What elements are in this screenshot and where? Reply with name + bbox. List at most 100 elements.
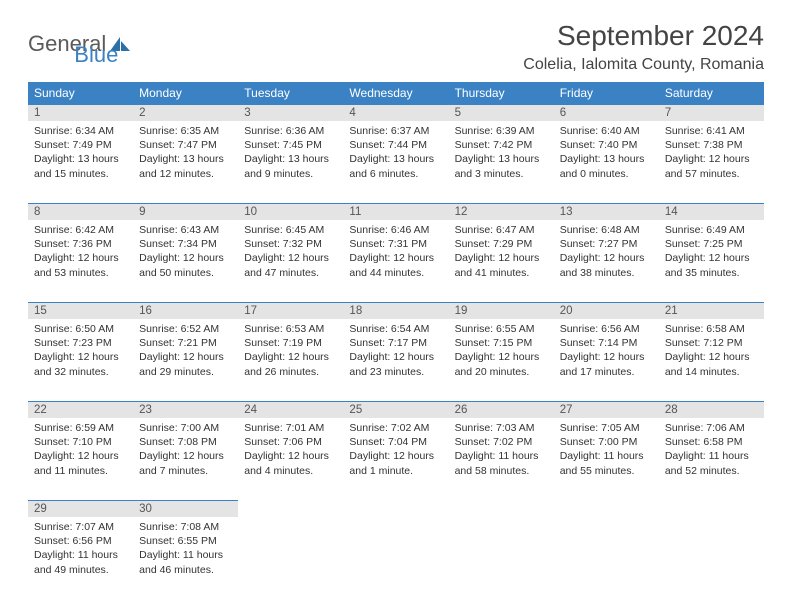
sunrise-text: Sunrise: 7:03 AM (455, 421, 548, 435)
day-cell: Sunrise: 6:40 AMSunset: 7:40 PMDaylight:… (554, 121, 659, 203)
empty-cell (554, 500, 659, 517)
day-number: 22 (28, 401, 133, 418)
sunset-text: Sunset: 7:47 PM (139, 138, 232, 152)
daylight-text-1: Daylight: 12 hours (560, 251, 653, 265)
day-cell: Sunrise: 6:58 AMSunset: 7:12 PMDaylight:… (659, 319, 764, 401)
sunset-text: Sunset: 7:19 PM (244, 336, 337, 350)
sunrise-text: Sunrise: 6:58 AM (665, 322, 758, 336)
daylight-text-2: and 53 minutes. (34, 266, 127, 280)
sunset-text: Sunset: 7:29 PM (455, 237, 548, 251)
day-number: 15 (28, 302, 133, 319)
day-cell: Sunrise: 7:01 AMSunset: 7:06 PMDaylight:… (238, 418, 343, 500)
day-cell: Sunrise: 6:59 AMSunset: 7:10 PMDaylight:… (28, 418, 133, 500)
daylight-text-2: and 4 minutes. (244, 464, 337, 478)
sunset-text: Sunset: 7:21 PM (139, 336, 232, 350)
day-header: Monday (133, 82, 238, 104)
day-cell: Sunrise: 6:50 AMSunset: 7:23 PMDaylight:… (28, 319, 133, 401)
day-header: Tuesday (238, 82, 343, 104)
day-header: Friday (554, 82, 659, 104)
day-number: 27 (554, 401, 659, 418)
daylight-text-1: Daylight: 13 hours (34, 152, 127, 166)
daylight-text-2: and 17 minutes. (560, 365, 653, 379)
daylight-text-2: and 50 minutes. (139, 266, 232, 280)
daylight-text-2: and 38 minutes. (560, 266, 653, 280)
day-cell: Sunrise: 6:43 AMSunset: 7:34 PMDaylight:… (133, 220, 238, 302)
day-cell: Sunrise: 6:47 AMSunset: 7:29 PMDaylight:… (449, 220, 554, 302)
sunset-text: Sunset: 7:27 PM (560, 237, 653, 251)
daylight-text-2: and 52 minutes. (665, 464, 758, 478)
day-number: 30 (133, 500, 238, 517)
day-number: 29 (28, 500, 133, 517)
sunset-text: Sunset: 6:58 PM (665, 435, 758, 449)
day-number: 14 (659, 203, 764, 220)
sunset-text: Sunset: 7:34 PM (139, 237, 232, 251)
daylight-text-1: Daylight: 12 hours (34, 251, 127, 265)
daylight-text-2: and 14 minutes. (665, 365, 758, 379)
day-cell: Sunrise: 6:41 AMSunset: 7:38 PMDaylight:… (659, 121, 764, 203)
sunrise-text: Sunrise: 6:45 AM (244, 223, 337, 237)
sunrise-text: Sunrise: 6:39 AM (455, 124, 548, 138)
daylight-text-2: and 1 minute. (349, 464, 442, 478)
logo: General Blue (28, 20, 118, 68)
day-number: 4 (343, 104, 448, 121)
daylight-text-1: Daylight: 12 hours (244, 350, 337, 364)
title-block: September 2024 Colelia, Ialomita County,… (523, 20, 764, 74)
sunset-text: Sunset: 7:17 PM (349, 336, 442, 350)
sunset-text: Sunset: 7:00 PM (560, 435, 653, 449)
sunrise-text: Sunrise: 6:54 AM (349, 322, 442, 336)
day-cell: Sunrise: 6:36 AMSunset: 7:45 PMDaylight:… (238, 121, 343, 203)
daylight-text-1: Daylight: 12 hours (560, 350, 653, 364)
daylight-text-1: Daylight: 12 hours (455, 350, 548, 364)
sunset-text: Sunset: 7:10 PM (34, 435, 127, 449)
day-number: 20 (554, 302, 659, 319)
daylight-text-2: and 20 minutes. (455, 365, 548, 379)
daylight-text-1: Daylight: 12 hours (139, 350, 232, 364)
day-cell: Sunrise: 7:03 AMSunset: 7:02 PMDaylight:… (449, 418, 554, 500)
daylight-text-1: Daylight: 11 hours (455, 449, 548, 463)
day-header: Thursday (449, 82, 554, 104)
day-cell: Sunrise: 6:48 AMSunset: 7:27 PMDaylight:… (554, 220, 659, 302)
daylight-text-2: and 46 minutes. (139, 563, 232, 577)
sunset-text: Sunset: 7:12 PM (665, 336, 758, 350)
sunset-text: Sunset: 7:06 PM (244, 435, 337, 449)
daylight-text-1: Daylight: 13 hours (244, 152, 337, 166)
sunrise-text: Sunrise: 6:41 AM (665, 124, 758, 138)
day-number: 9 (133, 203, 238, 220)
daylight-text-2: and 47 minutes. (244, 266, 337, 280)
daylight-text-1: Daylight: 12 hours (665, 350, 758, 364)
sunrise-text: Sunrise: 6:56 AM (560, 322, 653, 336)
daylight-text-2: and 32 minutes. (34, 365, 127, 379)
sunrise-text: Sunrise: 7:00 AM (139, 421, 232, 435)
daylight-text-2: and 57 minutes. (665, 167, 758, 181)
sunrise-text: Sunrise: 6:50 AM (34, 322, 127, 336)
day-number: 24 (238, 401, 343, 418)
sunrise-text: Sunrise: 7:05 AM (560, 421, 653, 435)
daylight-text-1: Daylight: 11 hours (34, 548, 127, 562)
sunset-text: Sunset: 7:49 PM (34, 138, 127, 152)
daylight-text-2: and 15 minutes. (34, 167, 127, 181)
day-cell (449, 517, 554, 599)
day-header: Wednesday (343, 82, 448, 104)
sunset-text: Sunset: 7:40 PM (560, 138, 653, 152)
day-number: 11 (343, 203, 448, 220)
daylight-text-1: Daylight: 11 hours (665, 449, 758, 463)
daylight-text-2: and 58 minutes. (455, 464, 548, 478)
header: General Blue September 2024 Colelia, Ial… (28, 20, 764, 74)
sunset-text: Sunset: 7:14 PM (560, 336, 653, 350)
day-number: 25 (343, 401, 448, 418)
daylight-text-2: and 3 minutes. (455, 167, 548, 181)
day-number: 5 (449, 104, 554, 121)
sunset-text: Sunset: 6:56 PM (34, 534, 127, 548)
day-cell: Sunrise: 6:56 AMSunset: 7:14 PMDaylight:… (554, 319, 659, 401)
day-cell: Sunrise: 6:37 AMSunset: 7:44 PMDaylight:… (343, 121, 448, 203)
day-number: 3 (238, 104, 343, 121)
daylight-text-1: Daylight: 12 hours (665, 152, 758, 166)
sunrise-text: Sunrise: 6:47 AM (455, 223, 548, 237)
sunrise-text: Sunrise: 6:48 AM (560, 223, 653, 237)
sunset-text: Sunset: 7:32 PM (244, 237, 337, 251)
day-number: 17 (238, 302, 343, 319)
sunrise-text: Sunrise: 6:40 AM (560, 124, 653, 138)
day-cell (238, 517, 343, 599)
day-number: 13 (554, 203, 659, 220)
sunrise-text: Sunrise: 6:53 AM (244, 322, 337, 336)
